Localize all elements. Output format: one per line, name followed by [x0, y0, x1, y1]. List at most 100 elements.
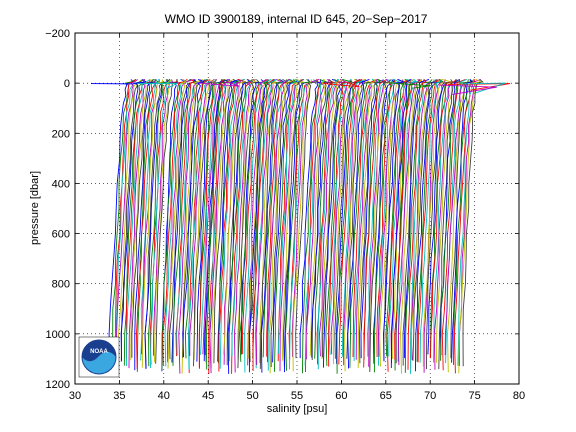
profile-line	[304, 79, 325, 366]
x-tick-label: 30	[69, 390, 81, 402]
profile-line	[141, 79, 164, 368]
profile-line	[346, 79, 376, 359]
x-tick-label: 50	[246, 390, 258, 402]
profile-line	[150, 79, 174, 369]
profile-line	[279, 79, 305, 372]
profile-line	[248, 79, 276, 373]
profile-line	[311, 79, 333, 361]
y-axis-label: pressure [dbar]	[29, 171, 41, 245]
profile-line	[344, 78, 371, 372]
profile-line	[120, 79, 148, 361]
profile-line	[299, 79, 322, 359]
x-tick-label: 40	[158, 390, 170, 402]
y-tick-label: 800	[52, 279, 70, 291]
profile-line	[383, 79, 404, 361]
profile-line	[458, 78, 481, 367]
profile-line	[289, 79, 318, 370]
x-tick-label: 60	[335, 390, 347, 402]
profile-line	[114, 79, 143, 360]
profile-line	[397, 79, 421, 366]
x-axis-label: salinity [psu]	[267, 403, 328, 415]
profile-line	[200, 79, 217, 355]
profile-line	[136, 78, 161, 372]
profile-line	[178, 79, 202, 374]
profile-line	[131, 79, 155, 358]
y-tick-label: −200	[45, 28, 70, 40]
profile-line	[193, 79, 218, 367]
profile-line	[397, 79, 418, 362]
logo-bird-shape	[82, 340, 116, 362]
y-tick-label: 400	[52, 178, 70, 190]
profile-line	[162, 79, 188, 366]
profile-line	[422, 78, 452, 367]
profile-line	[198, 79, 217, 368]
profile-line	[208, 79, 225, 374]
profile-line	[118, 79, 143, 372]
y-tick-label: 1200	[46, 379, 70, 391]
profile-line	[388, 78, 417, 357]
x-axis-ticks: 30 35 40 45 50 55 60 65 70 75 80	[69, 33, 525, 402]
profile-line	[426, 79, 454, 370]
profile-line	[342, 79, 366, 366]
profile-line	[270, 79, 296, 368]
profile-line	[169, 78, 198, 360]
profile-line	[126, 79, 151, 367]
logo-ring	[81, 339, 117, 375]
profile-line	[288, 79, 320, 360]
profile-line	[141, 79, 158, 355]
chart-title: WMO ID 3900189, internal ID 645, 20−Sep−…	[165, 12, 428, 26]
profile-line	[205, 78, 231, 370]
profile-line	[182, 78, 208, 358]
profile-line	[227, 79, 252, 374]
surface-spike	[323, 81, 360, 88]
profile-line	[390, 79, 412, 369]
profile-line	[228, 79, 254, 362]
profile-line	[358, 78, 386, 364]
profile-line	[347, 78, 370, 369]
profile-line	[260, 79, 286, 373]
profile-line	[188, 78, 211, 374]
profile-line	[352, 78, 379, 358]
y-tick-label: 600	[52, 229, 70, 241]
profile-line	[319, 78, 348, 357]
profile-line	[281, 78, 305, 361]
y-tick-label: 200	[52, 128, 70, 140]
profile-line	[172, 79, 197, 366]
profile-line	[394, 79, 424, 360]
profile-line	[363, 79, 388, 368]
profile-line	[248, 79, 277, 359]
profile-line	[386, 78, 412, 372]
profile-line	[193, 78, 216, 360]
profile-line	[458, 78, 483, 374]
profile-line	[462, 79, 484, 367]
profile-line	[302, 78, 328, 374]
surface-spike	[199, 81, 240, 87]
profile-line	[231, 79, 255, 357]
profile-line	[321, 78, 345, 360]
profile-line	[357, 79, 375, 369]
surface-spike	[390, 82, 431, 89]
y-tick-label: 1000	[46, 329, 70, 341]
profile-line	[108, 79, 135, 365]
profile-line	[383, 78, 406, 362]
profile-line	[255, 78, 284, 366]
profile-line	[259, 78, 289, 369]
profile-line	[175, 79, 195, 357]
profile-line	[415, 79, 442, 372]
profile-line	[272, 79, 298, 363]
profile-line	[419, 79, 443, 363]
profile-line	[189, 79, 215, 356]
surface-spike	[439, 84, 497, 95]
profile-line	[277, 79, 301, 355]
y-tick-label: 0	[64, 78, 70, 90]
surface-spike	[90, 81, 147, 85]
profile-line	[233, 79, 254, 373]
profile-line	[292, 79, 313, 372]
profile-line	[402, 79, 425, 366]
profile-line	[336, 79, 361, 374]
profile-line	[128, 79, 146, 369]
profile-line	[262, 79, 287, 358]
profile-line	[161, 79, 191, 370]
profile-line	[153, 79, 173, 363]
surface-spike	[137, 82, 178, 89]
